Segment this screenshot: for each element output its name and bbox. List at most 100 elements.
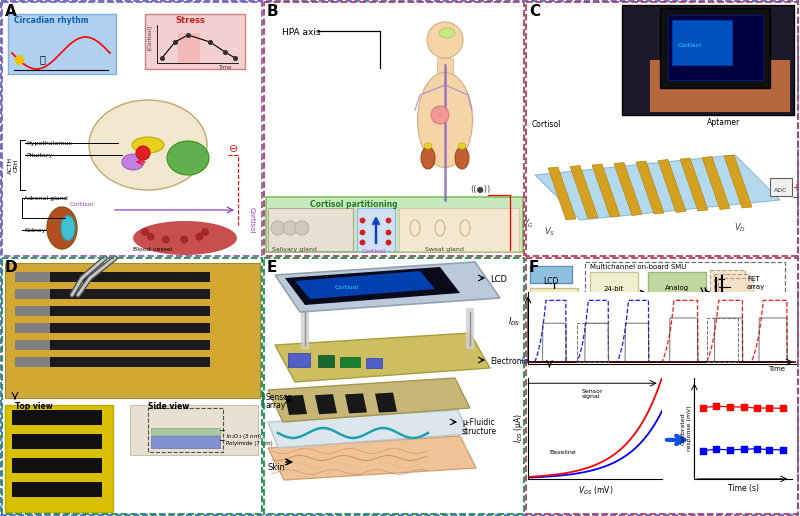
Text: +: + [792, 183, 799, 192]
Polygon shape [268, 410, 468, 448]
Bar [15, 323, 210, 333]
Text: LCD: LCD [543, 277, 558, 286]
Text: −: − [792, 193, 800, 203]
Bar [2, 258, 262, 514]
Ellipse shape [122, 154, 144, 170]
Bar [148, 408, 223, 452]
Polygon shape [636, 161, 664, 214]
Text: Hypothalamus: Hypothalamus [26, 141, 72, 146]
Text: ((●)): ((●)) [470, 185, 490, 194]
Point [229, 54, 242, 62]
Text: [Cortisol]: [Cortisol] [147, 25, 152, 50]
Text: 🏃: 🏃 [40, 54, 46, 64]
Text: D: D [5, 260, 18, 275]
Ellipse shape [424, 143, 432, 149]
Circle shape [427, 22, 463, 58]
Bar [590, 272, 638, 312]
Polygon shape [724, 155, 752, 208]
Bar [714, 274, 749, 314]
Bar [340, 357, 360, 367]
Bar [530, 323, 585, 340]
Text: Cortisol: Cortisol [335, 285, 359, 290]
Bar [12, 458, 102, 473]
Circle shape [271, 221, 285, 235]
Point [355, 238, 368, 246]
Point [710, 402, 722, 410]
Text: $V_G$: $V_G$ [522, 218, 534, 231]
Ellipse shape [132, 137, 164, 153]
Point [382, 238, 394, 246]
Bar [530, 266, 572, 283]
Circle shape [180, 236, 188, 244]
Bar [151, 428, 220, 435]
Polygon shape [702, 156, 730, 209]
Ellipse shape [61, 216, 75, 240]
Bar [668, 15, 763, 80]
Polygon shape [535, 155, 780, 220]
Bar [718, 278, 753, 318]
Bar [145, 14, 245, 69]
Bar [526, 2, 798, 256]
Text: Top view: Top view [15, 402, 53, 411]
Bar [264, 258, 524, 514]
Text: Salivary gland: Salivary gland [272, 247, 317, 252]
Bar [585, 262, 785, 340]
Text: 24-bit: 24-bit [604, 286, 624, 292]
Polygon shape [268, 378, 470, 422]
Bar [399, 208, 519, 251]
Point [738, 403, 750, 411]
Bar [288, 353, 310, 367]
Bar [15, 289, 50, 299]
Text: Cortisol partitioning: Cortisol partitioning [310, 200, 398, 209]
Bar [5, 263, 260, 398]
Text: array: array [266, 401, 286, 410]
Text: Bluetooth: Bluetooth [540, 334, 574, 340]
Text: Stress: Stress [175, 16, 205, 25]
Text: Analog: Analog [665, 285, 689, 291]
Ellipse shape [47, 207, 77, 249]
X-axis label: $V_{GS}$ (mV): $V_{GS}$ (mV) [578, 485, 613, 497]
Text: B: B [267, 4, 278, 19]
Bar [530, 288, 578, 318]
Bar [268, 208, 353, 251]
Text: array: array [747, 284, 766, 290]
Bar [15, 306, 50, 316]
Text: LCD: LCD [490, 275, 507, 284]
Ellipse shape [431, 106, 449, 124]
Text: Sensor: Sensor [266, 393, 292, 402]
Y-axis label: $I_{DS}$: $I_{DS}$ [508, 315, 520, 328]
Ellipse shape [167, 141, 209, 175]
Text: µ-Fluidic: µ-Fluidic [462, 418, 494, 427]
Point [710, 445, 722, 453]
Polygon shape [285, 267, 460, 305]
Bar [622, 5, 794, 115]
Text: $\ominus$: $\ominus$ [228, 143, 238, 154]
Bar [366, 358, 382, 368]
X-axis label: Time (s): Time (s) [728, 485, 758, 493]
Bar [15, 340, 50, 350]
Circle shape [195, 233, 203, 240]
Text: C: C [529, 4, 540, 19]
Bar [12, 410, 102, 425]
Circle shape [295, 221, 309, 235]
Circle shape [141, 228, 149, 236]
Text: MCU: MCU [544, 306, 564, 315]
Bar [15, 357, 50, 367]
Text: Cortisol: Cortisol [678, 43, 702, 48]
Bar [15, 340, 210, 350]
Text: Circadian rhythm: Circadian rhythm [14, 16, 89, 25]
Bar [526, 258, 798, 514]
Text: front-end: front-end [661, 295, 693, 301]
Text: Multichannel on-board SMU: Multichannel on-board SMU [590, 264, 686, 270]
Point [723, 446, 736, 454]
Bar [15, 272, 210, 282]
Text: Sensor
signal: Sensor signal [582, 389, 603, 399]
Bar [15, 323, 50, 333]
Point [762, 404, 775, 412]
Text: Baseline: Baseline [550, 449, 576, 455]
Bar [266, 197, 523, 252]
Point [738, 445, 750, 454]
Circle shape [136, 146, 150, 160]
Polygon shape [375, 393, 397, 413]
Point [203, 38, 216, 46]
